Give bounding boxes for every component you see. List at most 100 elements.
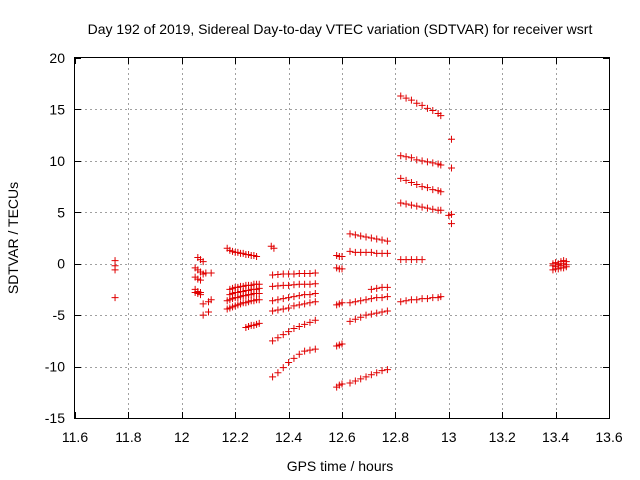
series-b4 xyxy=(269,298,319,315)
series-t12.1a xyxy=(202,269,215,277)
data-point xyxy=(279,295,287,303)
data-point xyxy=(269,337,277,345)
data-point xyxy=(418,203,426,211)
data-point xyxy=(351,298,359,306)
data-point xyxy=(383,249,391,257)
data-point xyxy=(351,377,359,385)
series-d2 xyxy=(346,247,391,257)
data-point xyxy=(402,176,410,184)
data-point xyxy=(402,200,410,208)
x-tick-label: 12.4 xyxy=(275,429,302,445)
data-point xyxy=(338,253,346,261)
data-point xyxy=(111,294,119,302)
y-tick-label: 20 xyxy=(49,50,65,66)
data-point xyxy=(279,331,287,339)
data-point xyxy=(196,276,204,284)
data-point xyxy=(437,206,445,214)
x-tick-label: 11.6 xyxy=(62,429,88,445)
data-point xyxy=(357,232,365,240)
data-point xyxy=(274,282,282,290)
series-d4 xyxy=(346,293,391,307)
data-point xyxy=(306,299,314,307)
plot-frame xyxy=(74,57,610,419)
series-b5 xyxy=(269,316,319,345)
data-point xyxy=(199,300,207,308)
data-point xyxy=(429,186,437,194)
data-point xyxy=(362,233,370,241)
data-point xyxy=(373,284,381,292)
data-point xyxy=(269,271,277,279)
data-point xyxy=(269,307,277,315)
data-point xyxy=(311,290,319,298)
series-b1 xyxy=(269,269,319,279)
series-d6 xyxy=(346,366,391,387)
series-c1 xyxy=(333,264,346,273)
data-point xyxy=(301,300,309,308)
chart-title: Day 192 of 2019, Sidereal Day-to-day VTE… xyxy=(88,21,593,37)
series-t12.05a xyxy=(194,254,207,266)
data-point xyxy=(367,234,375,242)
data-point xyxy=(295,292,303,300)
data-point xyxy=(301,320,309,328)
data-point xyxy=(383,307,391,315)
data-point xyxy=(255,290,263,298)
data-point xyxy=(445,211,453,219)
data-point xyxy=(274,296,282,304)
data-point xyxy=(205,308,212,316)
data-point xyxy=(378,367,386,375)
data-point xyxy=(413,296,421,304)
series-e1 xyxy=(397,92,445,120)
data-point xyxy=(362,311,370,319)
data-point xyxy=(447,220,455,228)
series-t12.05e xyxy=(191,289,204,299)
data-point xyxy=(418,101,426,109)
data-point xyxy=(407,154,415,162)
data-point xyxy=(402,297,410,305)
data-point xyxy=(397,298,405,306)
data-point xyxy=(413,181,421,189)
data-point xyxy=(351,315,359,323)
data-point xyxy=(311,298,319,306)
data-point xyxy=(295,322,303,330)
data-point xyxy=(447,135,455,143)
data-point xyxy=(306,280,314,288)
data-point xyxy=(397,199,405,207)
x-tick-label: 13.4 xyxy=(542,429,569,445)
data-point xyxy=(423,295,431,303)
data-point xyxy=(207,296,215,304)
data-point xyxy=(338,380,346,388)
data-point xyxy=(402,94,410,102)
data-point xyxy=(367,371,375,379)
y-tick-label: 0 xyxy=(57,256,65,272)
x-tick-label: 13.2 xyxy=(489,429,516,445)
data-point xyxy=(367,248,375,256)
data-point xyxy=(346,317,354,325)
series-e6 xyxy=(397,293,445,306)
data-point xyxy=(429,106,437,114)
series-d5 xyxy=(346,307,391,325)
data-point xyxy=(407,201,415,209)
data-point xyxy=(373,235,381,243)
y-tick-labels: -15 -10 -5 0 5 10 15 20 xyxy=(45,50,65,426)
series-e5 xyxy=(397,256,426,264)
series-a1 xyxy=(223,244,261,261)
x-tick-label: 11.8 xyxy=(115,429,141,445)
data-point xyxy=(357,375,365,383)
data-point xyxy=(306,346,314,354)
series-c0 xyxy=(333,251,346,261)
data-point xyxy=(373,309,381,317)
data-point xyxy=(285,328,293,336)
data-point xyxy=(338,340,346,348)
data-point xyxy=(346,247,354,255)
series-e2 xyxy=(397,152,445,169)
data-point xyxy=(357,297,365,305)
data-point xyxy=(383,283,391,291)
data-point xyxy=(311,269,319,277)
series-e4 xyxy=(397,199,445,214)
data-point xyxy=(285,281,293,289)
data-point xyxy=(338,265,346,273)
series-f1 xyxy=(445,135,455,228)
data-point xyxy=(255,296,263,304)
series-t12.1b xyxy=(199,296,215,308)
